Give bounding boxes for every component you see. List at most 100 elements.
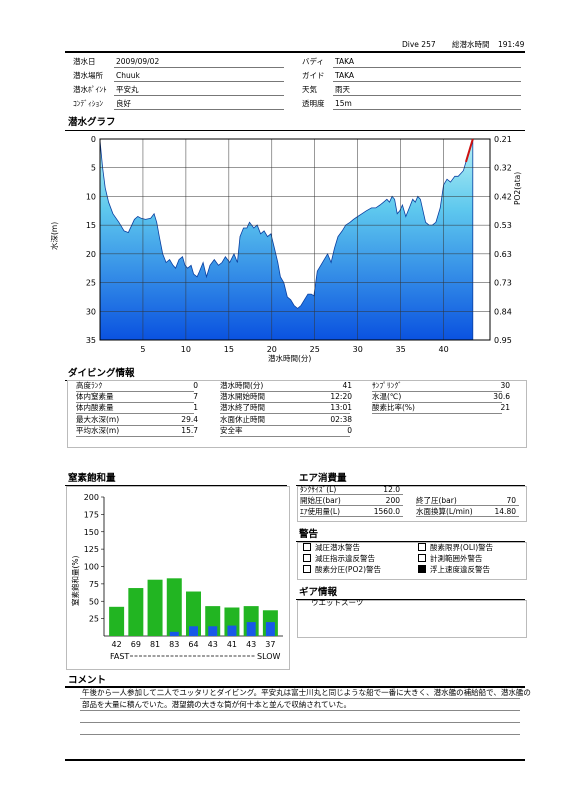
po2-tick-label: 0.53 [494,221,512,230]
dive-profile-chart: 0 5 10 15 20 25 30 35 5 10 15 20 25 30 35 40 0.21 0.32 0.4… [86,135,512,354]
time-tick-label: 10 [181,345,191,354]
ascent-rate-warning-segment [464,138,474,163]
start-pressure-label: 開始圧(bar) [300,496,341,505]
diving-info-rule [220,391,350,392]
nitrogen-title: 窒素飽和量 [68,473,116,484]
nitrogen-category-label: 43 [246,640,256,649]
diving-info-value: 15.7 [181,425,198,435]
depth-tick-label: 0 [91,135,96,144]
total-dive-time: 191:49 [498,40,525,49]
warning-item: 浮上速度違反警告 [418,565,490,575]
diving-info-rule [220,413,350,415]
place-label: 潜水場所 [73,71,103,80]
point-label: 潜水ﾎﾟｲﾝﾄ [73,85,107,94]
comment-title: コメント [68,675,107,686]
diving-info-rule [372,413,502,415]
place-value: Chuuk [116,71,140,80]
diving-info-value: 0 [193,381,198,390]
nitrogen-bar [128,588,144,636]
nitrogen-category-label: 69 [131,640,141,649]
nitrogen-bar [109,606,125,636]
tank-size-value: 12.0 [383,485,400,494]
diving-info-value: 7 [193,392,198,402]
nitrogen-current-bar [189,626,198,636]
diving-info-label: 潜水終了時間 [220,403,265,413]
po2-axis-label: PO2(ata) [513,171,522,205]
diving-info-rule [76,402,194,404]
warnings-box [297,542,527,580]
weather-value: 雨天 [335,85,350,94]
air-used-value: 1560.0 [373,507,400,516]
diving-info-label: 潜水開始時間 [220,392,265,402]
warning-checkbox [418,565,426,573]
nitrogen-tick-label: 125 [84,545,99,554]
nitrogen-bar [186,591,201,636]
warning-label: 酸素限界(OLI)警告 [430,543,494,552]
nitrogen-current-bar [208,626,218,636]
nitrogen-category-label: 64 [188,640,198,649]
diving-info-label: 酸素比率(%) [372,403,415,413]
depth-tick-label: 30 [86,307,96,316]
diving-info-rule [220,435,350,437]
warning-item: 酸素限界(OLI)警告 [418,543,493,553]
warning-label: 計測範囲外警告 [430,554,483,563]
diving-info-rule [372,402,502,404]
diving-info-value: 0 [347,425,352,435]
po2-tick-label: 0.63 [494,250,512,259]
po2-tick-label: 0.21 [494,135,512,144]
nitrogen-axis-label: 窒素飽和量(%) [71,555,80,606]
end-pressure-label: 終了圧(bar) [416,496,457,505]
gear-item: ウエットスーツ [311,598,364,607]
date-value: 2009/09/02 [116,57,160,66]
nitrogen-category-label: 41 [227,640,237,649]
diving-info-label: 安全率 [220,425,243,435]
depth-tick-label: 10 [86,192,96,201]
nitrogen-current-bar [227,625,237,636]
dive-graph-title: 潜水グラフ [68,117,116,128]
warning-checkbox [418,554,426,562]
visibility-label: 透明度 [302,99,325,108]
comment-line-2: 部品を大量に積んでいた。潜望鏡の大きな筒が何十本と並んで収納されていた。 [82,700,352,709]
po2-tick-label: 0.32 [494,164,512,173]
visibility-value: 15m [335,99,352,108]
nitrogen-box [66,486,290,670]
guide-value: TAKA [335,71,355,80]
time-tick-label: 25 [310,345,320,354]
end-pressure-value: 70 [506,496,516,505]
diving-info-rule [76,435,194,437]
diving-info-rule [220,424,350,426]
time-tick-label: 15 [224,345,234,354]
comment-line-1: 午後から一人参加して二人でユッタリとダイビング。平安丸は富士川丸と同じような船で… [82,688,531,697]
nitrogen-tick-label: 100 [84,563,99,572]
diving-info-label: 高度ﾗﾝｸ [76,381,103,390]
tank-size-label: ﾀﾝｸｻｲｽﾞ(L) [300,485,337,494]
condition-label: ｺﾝﾃﾞｨｼｮﾝ [73,99,103,108]
weather-label: 天気 [302,85,317,94]
warning-label: 浮上速度違反警告 [430,565,490,574]
diving-info-value: 30.6 [493,392,510,402]
po2-tick-label: 0.95 [494,336,512,345]
nitrogen-current-bar [246,622,256,636]
diving-info-rule [372,391,502,392]
warning-item: 酸素分圧(PO2)警告 [303,565,381,575]
plot-frame [99,138,491,341]
fast-label: FAST [110,652,129,661]
depth-tick-label: 25 [86,279,96,288]
po2-tick-label: 0.84 [494,307,512,316]
time-tick-label: 5 [140,345,145,354]
warning-label: 酸素分圧(PO2)警告 [315,565,382,574]
gear-box [297,600,527,638]
dive-number: Dive 257 [402,40,436,49]
depth-tick-label: 5 [91,164,96,173]
slow-label: SLOW [257,652,281,661]
diving-info-value: 1 [193,403,198,413]
nitrogen-category-label: 83 [169,640,179,649]
nitrogen-tick-label: 175 [84,510,99,519]
nitrogen-current-bar [265,622,275,636]
depth-tick-label: 15 [86,221,96,230]
diving-info-value: 41 [342,381,352,390]
nitrogen-chart: 25 50 75 100 125 150 175 200 42 69 81 83 64 43 41 43 37 F… [84,493,283,661]
gear-title: ギア情報 [299,587,338,598]
nitrogen-current-bar [169,631,179,636]
nitrogen-bar [166,578,182,636]
